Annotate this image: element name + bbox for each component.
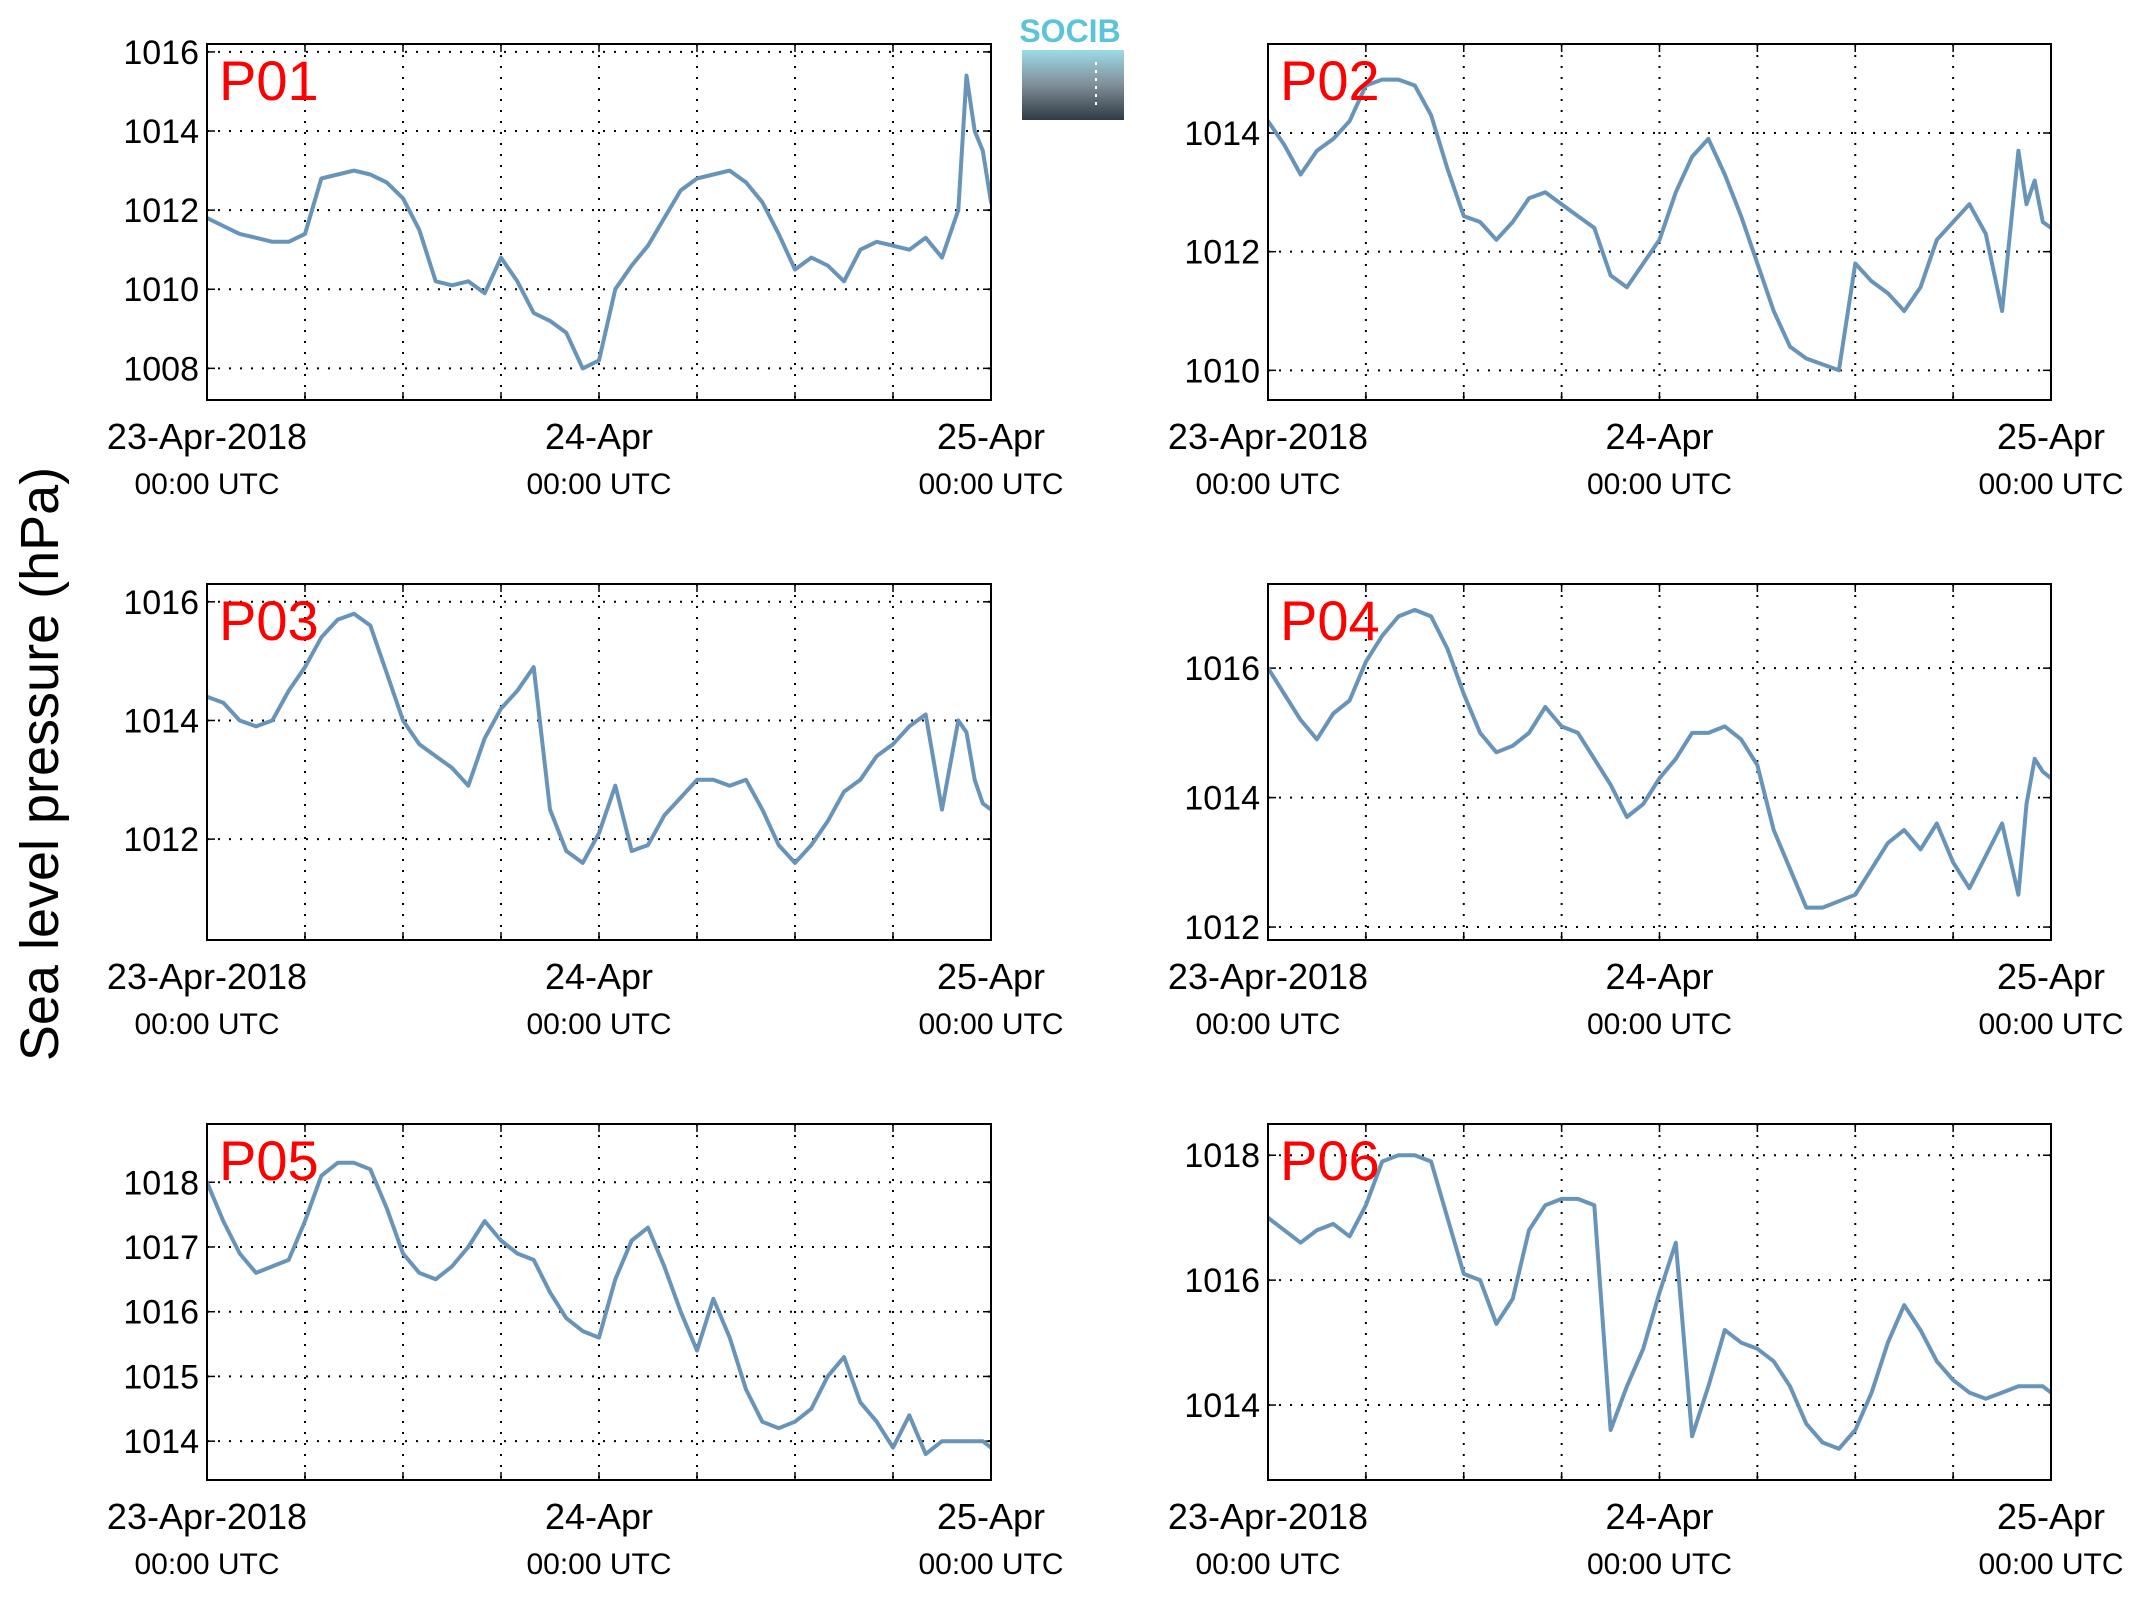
x-tick-label: 25-Apr bbox=[1997, 416, 2105, 457]
x-tick-label: 23-Apr-2018 bbox=[107, 416, 307, 457]
x-tick-sublabel: 00:00 UTC bbox=[1978, 1548, 2123, 1581]
x-tick-label: 23-Apr-2018 bbox=[1168, 1496, 1368, 1537]
panel-label-p02: P02 bbox=[1280, 49, 1380, 112]
axes-frame bbox=[206, 1123, 992, 1481]
x-tick-sublabel: 00:00 UTC bbox=[134, 468, 279, 501]
x-tick-sublabel: 00:00 UTC bbox=[526, 1548, 671, 1581]
logo-text: SOCIB bbox=[1019, 13, 1120, 49]
y-tick-label: 1018 bbox=[123, 1164, 199, 1202]
y-tick-label: 1015 bbox=[123, 1358, 199, 1396]
series-line-p03 bbox=[207, 611, 991, 865]
y-tick-label: 1012 bbox=[123, 821, 199, 859]
chart-p05: 1014 1015 1016 1017 1018 P05 23-Apr-2018 00:00 … bbox=[107, 1123, 1064, 1581]
y-tick-label: 1014 bbox=[1184, 780, 1260, 818]
x-tick-label: 25-Apr bbox=[937, 1496, 1045, 1537]
x-tick-sublabel: 00:00 UTC bbox=[918, 1548, 1063, 1581]
x-tick-label: 25-Apr bbox=[937, 956, 1045, 997]
panel-label-p03: P03 bbox=[219, 589, 319, 652]
axes-frame bbox=[206, 583, 992, 941]
x-tick-sublabel: 00:00 UTC bbox=[526, 1008, 671, 1041]
series-line-p05 bbox=[207, 1160, 991, 1457]
axes-frame bbox=[1267, 583, 2052, 941]
panel-label-p05: P05 bbox=[219, 1129, 319, 1192]
x-tick-label: 23-Apr-2018 bbox=[107, 956, 307, 997]
x-tick-label: 25-Apr bbox=[1997, 956, 2105, 997]
y-tick-label: 1010 bbox=[1184, 352, 1260, 390]
y-tick-label: 1016 bbox=[123, 34, 199, 72]
x-tick-label: 23-Apr-2018 bbox=[107, 1496, 307, 1537]
x-tick-sublabel: 00:00 UTC bbox=[134, 1548, 279, 1581]
chart-p03: 1012 1014 1016 P03 23-Apr-2018 00:00 UTC 24-Ap… bbox=[107, 583, 1064, 1041]
y-tick-label: 1014 bbox=[123, 1423, 199, 1461]
x-tick-sublabel: 00:00 UTC bbox=[526, 468, 671, 501]
axes-frame bbox=[1267, 43, 2052, 401]
y-tick-label: 1016 bbox=[1184, 650, 1260, 688]
x-tick-label: 24-Apr bbox=[545, 416, 653, 457]
x-tick-sublabel: 00:00 UTC bbox=[1587, 1548, 1732, 1581]
y-axis-label: Sea level pressure (hPa) bbox=[10, 467, 70, 1061]
x-tick-sublabel: 00:00 UTC bbox=[1195, 468, 1340, 501]
x-tick-sublabel: 00:00 UTC bbox=[918, 468, 1063, 501]
chart-p06: 1014 1016 1018 P06 23-Apr-2018 00:00 UTC 24-Ap… bbox=[1168, 1123, 2124, 1581]
logo-gradient bbox=[1022, 50, 1124, 120]
x-tick-label: 25-Apr bbox=[937, 416, 1045, 457]
y-tick-label: 1012 bbox=[1184, 909, 1260, 947]
x-tick-sublabel: 00:00 UTC bbox=[918, 1008, 1063, 1041]
y-tick-label: 1014 bbox=[1184, 1387, 1260, 1425]
panel-label-p06: P06 bbox=[1280, 1129, 1380, 1192]
y-tick-label: 1016 bbox=[123, 584, 199, 622]
y-tick-label: 1008 bbox=[123, 350, 199, 388]
series-line-p06 bbox=[1268, 1153, 2051, 1451]
x-tick-sublabel: 00:00 UTC bbox=[1978, 468, 2123, 501]
y-tick-label: 1016 bbox=[123, 1294, 199, 1332]
axes-frame bbox=[1267, 1123, 2052, 1481]
x-tick-sublabel: 00:00 UTC bbox=[1195, 1548, 1340, 1581]
axes-frame bbox=[206, 43, 992, 401]
x-tick-label: 24-Apr bbox=[1605, 1496, 1713, 1537]
x-tick-label: 25-Apr bbox=[1997, 1496, 2105, 1537]
panel-label-p01: P01 bbox=[219, 49, 319, 112]
chart-p02: 1010 1012 1014 P02 23-Apr-2018 00:00 UTC 24-Ap… bbox=[1168, 43, 2124, 501]
y-tick-label: 1016 bbox=[1184, 1262, 1260, 1300]
series-line-p04 bbox=[1268, 607, 2051, 910]
x-tick-label: 23-Apr-2018 bbox=[1168, 956, 1368, 997]
x-tick-label: 23-Apr-2018 bbox=[1168, 416, 1368, 457]
chart-p01: 1008 1010 1012 1014 1016 P01 23-Apr-2018 00:00 … bbox=[107, 34, 1064, 501]
y-tick-label: 1010 bbox=[123, 271, 199, 309]
y-tick-label: 1012 bbox=[123, 192, 199, 230]
y-tick-label: 1012 bbox=[1184, 234, 1260, 272]
y-tick-label: 1014 bbox=[123, 113, 199, 151]
x-tick-label: 24-Apr bbox=[545, 956, 653, 997]
x-tick-sublabel: 00:00 UTC bbox=[1587, 1008, 1732, 1041]
y-tick-label: 1018 bbox=[1184, 1137, 1260, 1175]
socib-logo: SOCIB bbox=[1019, 13, 1124, 120]
y-tick-label: 1017 bbox=[123, 1229, 199, 1267]
x-tick-label: 24-Apr bbox=[545, 1496, 653, 1537]
x-tick-sublabel: 00:00 UTC bbox=[1195, 1008, 1340, 1041]
y-tick-label: 1014 bbox=[123, 702, 199, 740]
panel-label-p04: P04 bbox=[1280, 589, 1380, 652]
x-tick-sublabel: 00:00 UTC bbox=[1587, 468, 1732, 501]
x-tick-label: 24-Apr bbox=[1605, 416, 1713, 457]
x-tick-label: 24-Apr bbox=[1605, 956, 1713, 997]
series-line-p01 bbox=[207, 73, 991, 371]
series-line-p02 bbox=[1268, 77, 2051, 373]
x-tick-sublabel: 00:00 UTC bbox=[1978, 1008, 2123, 1041]
chart-p04: 1012 1014 1016 P04 23-Apr-2018 00:00 UTC 24-Ap… bbox=[1168, 583, 2124, 1041]
x-tick-sublabel: 00:00 UTC bbox=[134, 1008, 279, 1041]
y-tick-label: 1014 bbox=[1184, 115, 1260, 153]
